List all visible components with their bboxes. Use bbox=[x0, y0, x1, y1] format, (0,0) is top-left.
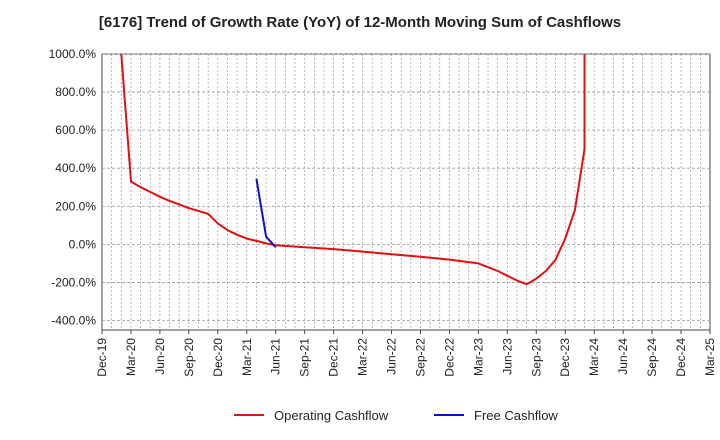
x-tick-label: Jun-22 bbox=[385, 338, 399, 375]
x-tick-label: Dec-19 bbox=[95, 338, 109, 377]
y-tick-label: 200.0% bbox=[55, 199, 96, 213]
series-line bbox=[255, 178, 277, 248]
legend-label: Operating Cashflow bbox=[274, 408, 389, 423]
x-tick-label: Dec-24 bbox=[674, 338, 688, 377]
series-lines bbox=[120, 54, 586, 286]
x-tick-label: Mar-22 bbox=[356, 338, 370, 376]
x-tick-label: Dec-22 bbox=[442, 338, 456, 377]
x-tick-label: Sep-21 bbox=[298, 338, 312, 377]
x-tick-label: Jun-23 bbox=[500, 338, 514, 375]
y-tick-label: -400.0% bbox=[51, 313, 96, 327]
y-tick-label: 400.0% bbox=[55, 161, 96, 175]
x-tick-label: Jun-24 bbox=[616, 338, 630, 375]
legend: Operating Cashflow Free Cashflow bbox=[234, 408, 558, 423]
y-axis: 1000.0% 800.0% 600.0% 400.0% 200.0% 0.0% -200.… bbox=[49, 47, 97, 327]
x-tick-label: Sep-24 bbox=[645, 338, 659, 377]
x-tick-label: Mar-25 bbox=[703, 338, 717, 376]
legend-label: Free Cashflow bbox=[474, 408, 558, 423]
y-tick-label: 1000.0% bbox=[49, 47, 97, 61]
x-tick-label: Dec-20 bbox=[211, 338, 225, 377]
plot-area bbox=[101, 53, 711, 331]
x-tick-label: Mar-24 bbox=[587, 338, 601, 376]
x-tick-label: Mar-23 bbox=[471, 338, 485, 376]
y-tick-label: 600.0% bbox=[55, 123, 96, 137]
series-line bbox=[120, 54, 586, 286]
grid-lines bbox=[102, 53, 710, 330]
x-tick-label: Jun-20 bbox=[153, 338, 167, 375]
x-axis: Dec-19 Mar-20 Jun-20 Sep-20 Dec-20 Mar-21 Jun-… bbox=[95, 330, 717, 377]
x-tick-label: Dec-21 bbox=[327, 338, 341, 377]
chart-title: [6176] Trend of Growth Rate (YoY) of 12-… bbox=[98, 14, 622, 31]
x-tick-label: Sep-20 bbox=[182, 338, 196, 377]
x-tick-label: Sep-22 bbox=[413, 338, 427, 377]
x-tick-label: Jun-21 bbox=[269, 338, 283, 375]
x-tick-label: Mar-20 bbox=[124, 338, 138, 376]
y-tick-label: 0.0% bbox=[69, 237, 97, 251]
y-tick-label: 800.0% bbox=[55, 85, 96, 99]
y-tick-label: -200.0% bbox=[51, 275, 96, 289]
x-tick-label: Sep-23 bbox=[529, 338, 543, 377]
x-tick-label: Dec-23 bbox=[558, 338, 572, 377]
x-tick-label: Mar-21 bbox=[240, 338, 254, 376]
